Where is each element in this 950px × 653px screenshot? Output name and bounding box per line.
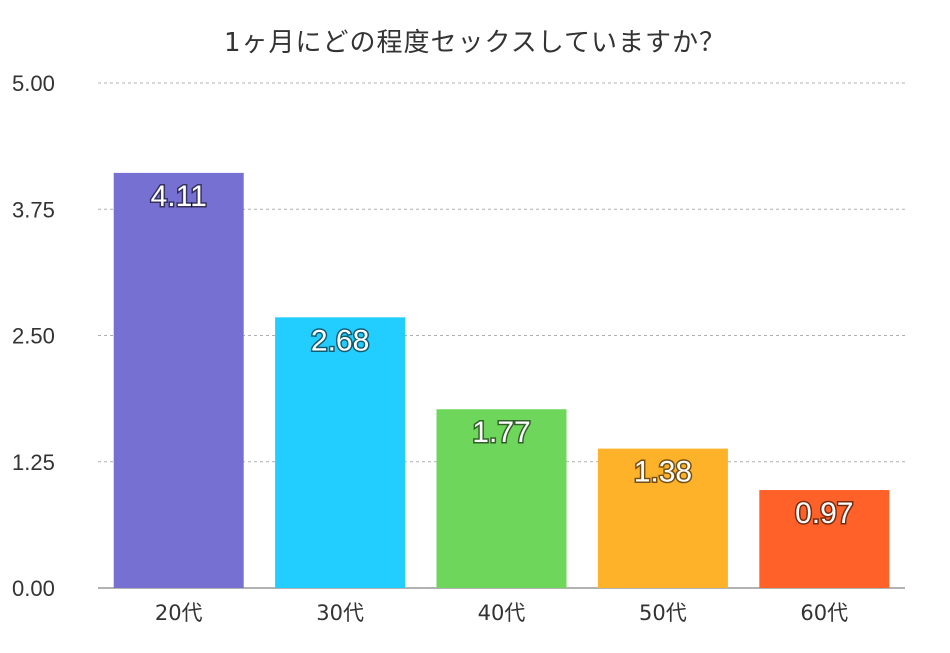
data-label: 2.68 [311, 324, 369, 357]
y-tick-label: 0.00 [12, 576, 55, 601]
data-label: 1.38 [634, 456, 692, 489]
data-label: 0.97 [795, 497, 853, 530]
bar [597, 448, 728, 588]
y-tick-label: 3.75 [12, 197, 55, 222]
data-label: 1.77 [472, 416, 530, 449]
bar [436, 409, 567, 588]
x-tick-label: 60代 [800, 601, 848, 625]
chart-title: 1ヶ月にどの程度セックスしていますか？ [224, 28, 726, 58]
y-tick-label: 5.00 [12, 71, 55, 96]
y-tick-label: 1.25 [12, 450, 55, 475]
x-tick-label: 20代 [155, 601, 203, 625]
x-tick-label: 50代 [639, 601, 687, 625]
bar [759, 490, 890, 588]
bar [275, 317, 406, 588]
data-label: 4.11 [151, 180, 207, 213]
y-tick-label: 2.50 [12, 324, 55, 349]
bar [113, 172, 244, 588]
x-tick-label: 40代 [478, 601, 526, 625]
x-tick-label: 30代 [316, 601, 364, 625]
